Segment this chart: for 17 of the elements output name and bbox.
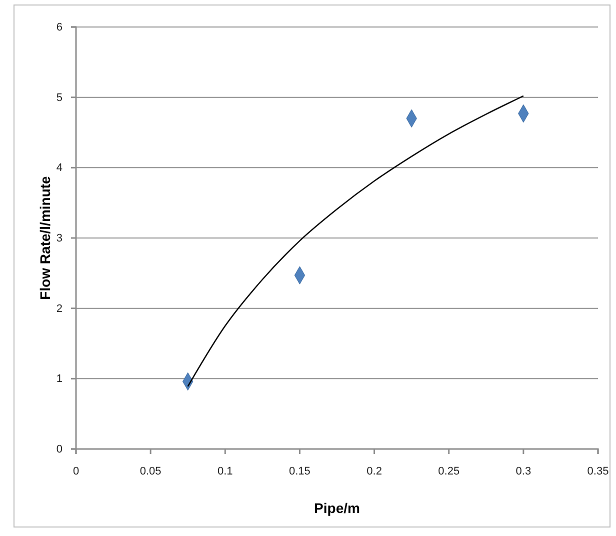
- y-tick-label: 2: [56, 302, 62, 315]
- y-tick-label: 3: [56, 232, 62, 245]
- y-tick-label: 4: [56, 162, 62, 174]
- y-tick-label: 0: [56, 444, 62, 456]
- x-tick-label: 0.05: [140, 466, 162, 478]
- x-tick-label: 0.2: [366, 466, 382, 478]
- y-axis-title: Flow Rate/l/minute: [37, 176, 53, 300]
- x-tick-label: 0.15: [289, 466, 310, 478]
- x-tick-label: 0.35: [587, 466, 609, 478]
- y-tick-label: 1: [56, 373, 62, 386]
- x-tick-label: 0: [72, 466, 80, 478]
- x-tick-label: 0.1: [217, 466, 233, 478]
- x-tick-label: 0.25: [438, 466, 460, 478]
- x-axis-title: Pipe/m: [314, 500, 360, 516]
- x-tick-label: 0.3: [516, 466, 532, 478]
- y-tick-label: 6: [56, 22, 62, 34]
- y-tick-label: 5: [56, 92, 62, 104]
